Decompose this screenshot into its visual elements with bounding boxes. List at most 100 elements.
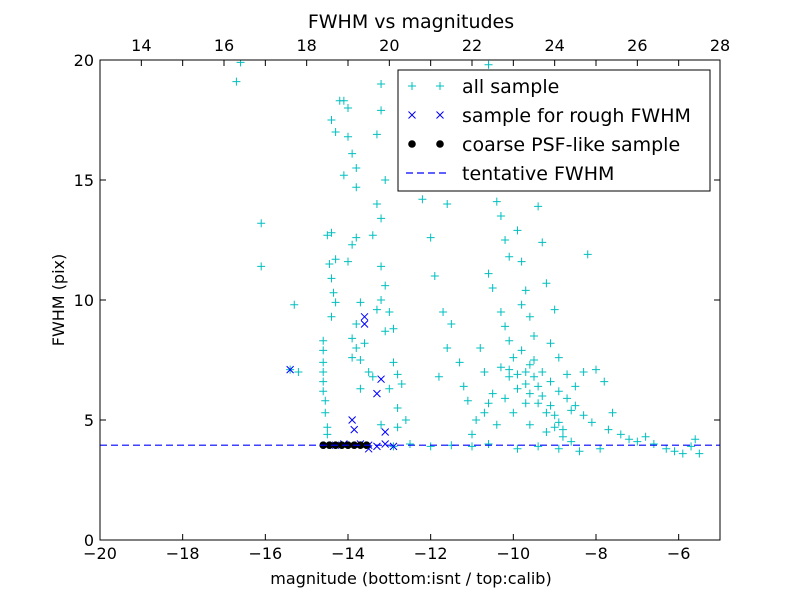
all-sample-point: [542, 428, 551, 436]
all-sample-point: [321, 396, 330, 405]
all-sample-point: [377, 106, 386, 115]
legend-marker-coarse-psf: [408, 140, 416, 148]
all-sample-point: [521, 286, 530, 295]
all-sample-point: [521, 399, 530, 408]
all-sample-point: [563, 394, 572, 403]
all-sample-point: [323, 430, 332, 439]
all-sample-point: [525, 360, 534, 369]
legend-markers: [406, 82, 446, 174]
all-sample-point: [319, 346, 328, 355]
all-sample-point: [372, 305, 381, 314]
all-sample-point: [592, 365, 600, 374]
all-sample-point: [554, 418, 563, 427]
all-sample-point: [348, 240, 357, 249]
all-sample-point: [558, 425, 567, 434]
all-sample-point: [496, 212, 505, 220]
all-sample-point: [381, 176, 390, 184]
all-sample-point: [616, 430, 625, 439]
all-sample-point: [397, 380, 406, 388]
all-sample-point: [352, 320, 361, 328]
all-sample-point: [476, 344, 485, 352]
all-sample-point: [323, 423, 332, 432]
coarse-psf-point: [356, 441, 365, 450]
rough-fwhm-point: [360, 320, 369, 328]
all-sample-point: [327, 116, 336, 124]
all-sample-point: [505, 252, 514, 261]
all-sample-point: [525, 312, 534, 321]
all-sample-point: [563, 370, 572, 379]
all-sample-point: [575, 447, 584, 456]
all-sample-point: [571, 382, 580, 391]
all-sample-point: [356, 356, 365, 364]
all-sample-point: [368, 231, 377, 240]
all-sample-point: [554, 353, 563, 362]
x-tick-label: −18: [166, 544, 200, 563]
rough-fwhm-point: [286, 365, 294, 374]
all-sample-point: [513, 370, 522, 379]
all-sample-point: [339, 171, 348, 180]
all-sample-point: [463, 396, 472, 405]
all-sample-point: [348, 149, 357, 158]
all-sample-point: [521, 380, 530, 388]
all-sample-point: [389, 324, 398, 333]
top-tick-label: 22: [462, 36, 482, 55]
all-sample-point: [579, 368, 588, 376]
legend-label-all-sample: all sample: [462, 76, 559, 98]
y-tick-label: 10: [74, 291, 94, 310]
top-tick-label: 28: [710, 36, 730, 55]
all-sample-point: [321, 408, 330, 417]
x-tick-label: −20: [83, 544, 117, 563]
all-sample-point: [327, 228, 336, 237]
rough-fwhm-point: [377, 375, 385, 384]
all-sample-point: [348, 334, 357, 343]
all-sample-point: [356, 298, 365, 307]
all-sample-point: [492, 420, 501, 429]
all-sample-point: [530, 332, 538, 340]
all-sample-point: [426, 442, 435, 451]
all-sample-point: [439, 308, 448, 316]
all-sample-point: [418, 195, 427, 204]
rough-fwhm-point: [381, 428, 390, 436]
all-sample-point: [455, 358, 464, 367]
all-sample-point: [587, 418, 596, 427]
all-sample-point: [505, 365, 514, 374]
all-sample-point: [538, 392, 547, 400]
all-sample-point: [530, 356, 538, 364]
all-sample-point: [695, 449, 704, 458]
x-axis-ticks: −20 −18 −16 −14 −12 −10 −8 −6: [83, 60, 690, 563]
legend-label-coarse-psf: coarse PSF-like sample: [462, 134, 680, 156]
all-sample-point: [542, 408, 551, 417]
x-tick-label: −8: [584, 544, 608, 563]
all-sample-point: [325, 260, 334, 268]
all-sample-point: [472, 416, 481, 424]
coarse-psf-point: [338, 441, 346, 450]
all-sample-point: [625, 435, 634, 444]
legend-marker-all-sample: [436, 82, 444, 90]
all-sample-point: [550, 411, 559, 420]
all-sample-point: [468, 442, 476, 451]
all-sample-point: [546, 377, 555, 386]
all-sample-point: [232, 77, 241, 86]
all-sample-point: [352, 164, 361, 172]
legend-marker-all-sample: [408, 82, 416, 90]
plot-points: [232, 60, 704, 458]
all-sample-point: [546, 401, 555, 410]
all-sample-point: [360, 339, 369, 348]
all-sample-point: [538, 238, 547, 247]
y-tick-label: 15: [74, 171, 94, 190]
all-sample-point: [430, 272, 439, 280]
all-sample-point: [434, 372, 443, 381]
rough-fwhm-point: [381, 440, 390, 448]
rough-fwhm-point: [373, 389, 381, 398]
all-sample-point: [377, 214, 386, 223]
all-sample-point: [492, 197, 501, 206]
all-sample-point: [381, 281, 390, 290]
all-sample-point: [571, 401, 580, 410]
y-tick-label: 0: [84, 531, 94, 550]
all-sample-point: [236, 60, 245, 67]
all-sample-point: [381, 327, 390, 336]
all-sample-point: [558, 432, 567, 441]
all-sample-point: [372, 130, 381, 139]
all-sample-point: [327, 274, 336, 283]
y-axis-ticks: 0 5 10 15 20: [74, 51, 720, 550]
